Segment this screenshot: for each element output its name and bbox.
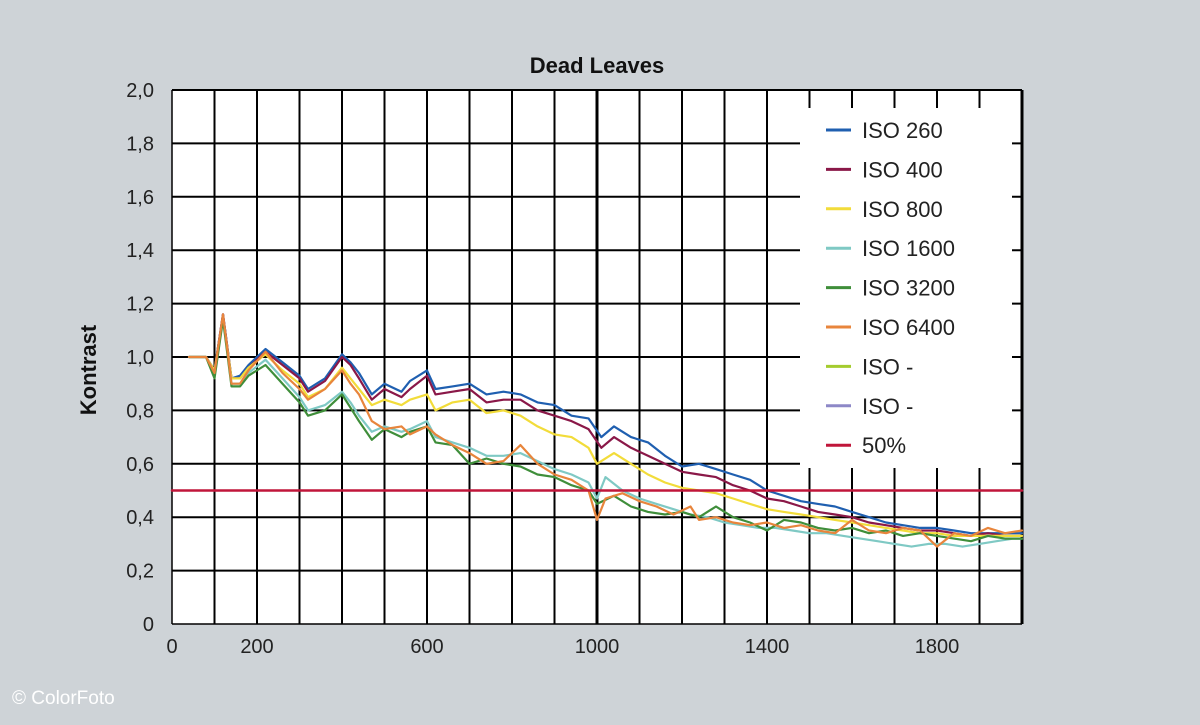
y-tick-label: 0,8 — [126, 400, 154, 422]
series-line-iso-400 — [187, 313, 1024, 537]
chart-title: Dead Leaves — [530, 53, 665, 78]
x-tick-label: 1000 — [575, 636, 620, 658]
y-tick-label: 2,0 — [126, 80, 154, 102]
y-tick-label: 1,6 — [126, 187, 154, 209]
legend-label: ISO 3200 — [862, 276, 955, 301]
x-tick-label: 1400 — [745, 636, 790, 658]
legend-label: ISO 6400 — [862, 315, 955, 340]
series-line-iso-260 — [187, 313, 1024, 535]
legend-label: 50% — [862, 433, 906, 458]
legend-label: ISO - — [862, 354, 913, 379]
y-tick-label: 0,6 — [126, 454, 154, 476]
y-tick-label: 0,4 — [126, 507, 154, 529]
legend-label: ISO - — [862, 394, 913, 419]
series-line-iso-800 — [187, 315, 1024, 537]
copyright-text: © ColorFoto — [12, 688, 115, 709]
y-tick-label: 0 — [143, 614, 154, 636]
y-tick-label: 0,2 — [126, 561, 154, 583]
y-tick-label: 1,8 — [126, 133, 154, 155]
y-tick-label: 1,2 — [126, 294, 154, 316]
y-tick-label: 1,0 — [126, 347, 154, 369]
legend-label: ISO 400 — [862, 157, 943, 182]
legend-label: ISO 800 — [862, 197, 943, 222]
legend-label: ISO 1600 — [862, 236, 955, 261]
x-tick-label: 200 — [240, 636, 273, 658]
x-tick-label: 600 — [410, 636, 443, 658]
series-line-iso-3200 — [187, 318, 1024, 543]
x-tick-label: 1800 — [915, 636, 960, 658]
x-tick-label: 0 — [166, 636, 177, 658]
legend-label: ISO 260 — [862, 118, 943, 143]
series-line-iso-6400 — [187, 313, 1024, 548]
y-tick-label: 1,4 — [126, 240, 154, 262]
y-axis-label: Kontrast — [76, 324, 101, 415]
series-line-iso-1600 — [187, 315, 1024, 548]
